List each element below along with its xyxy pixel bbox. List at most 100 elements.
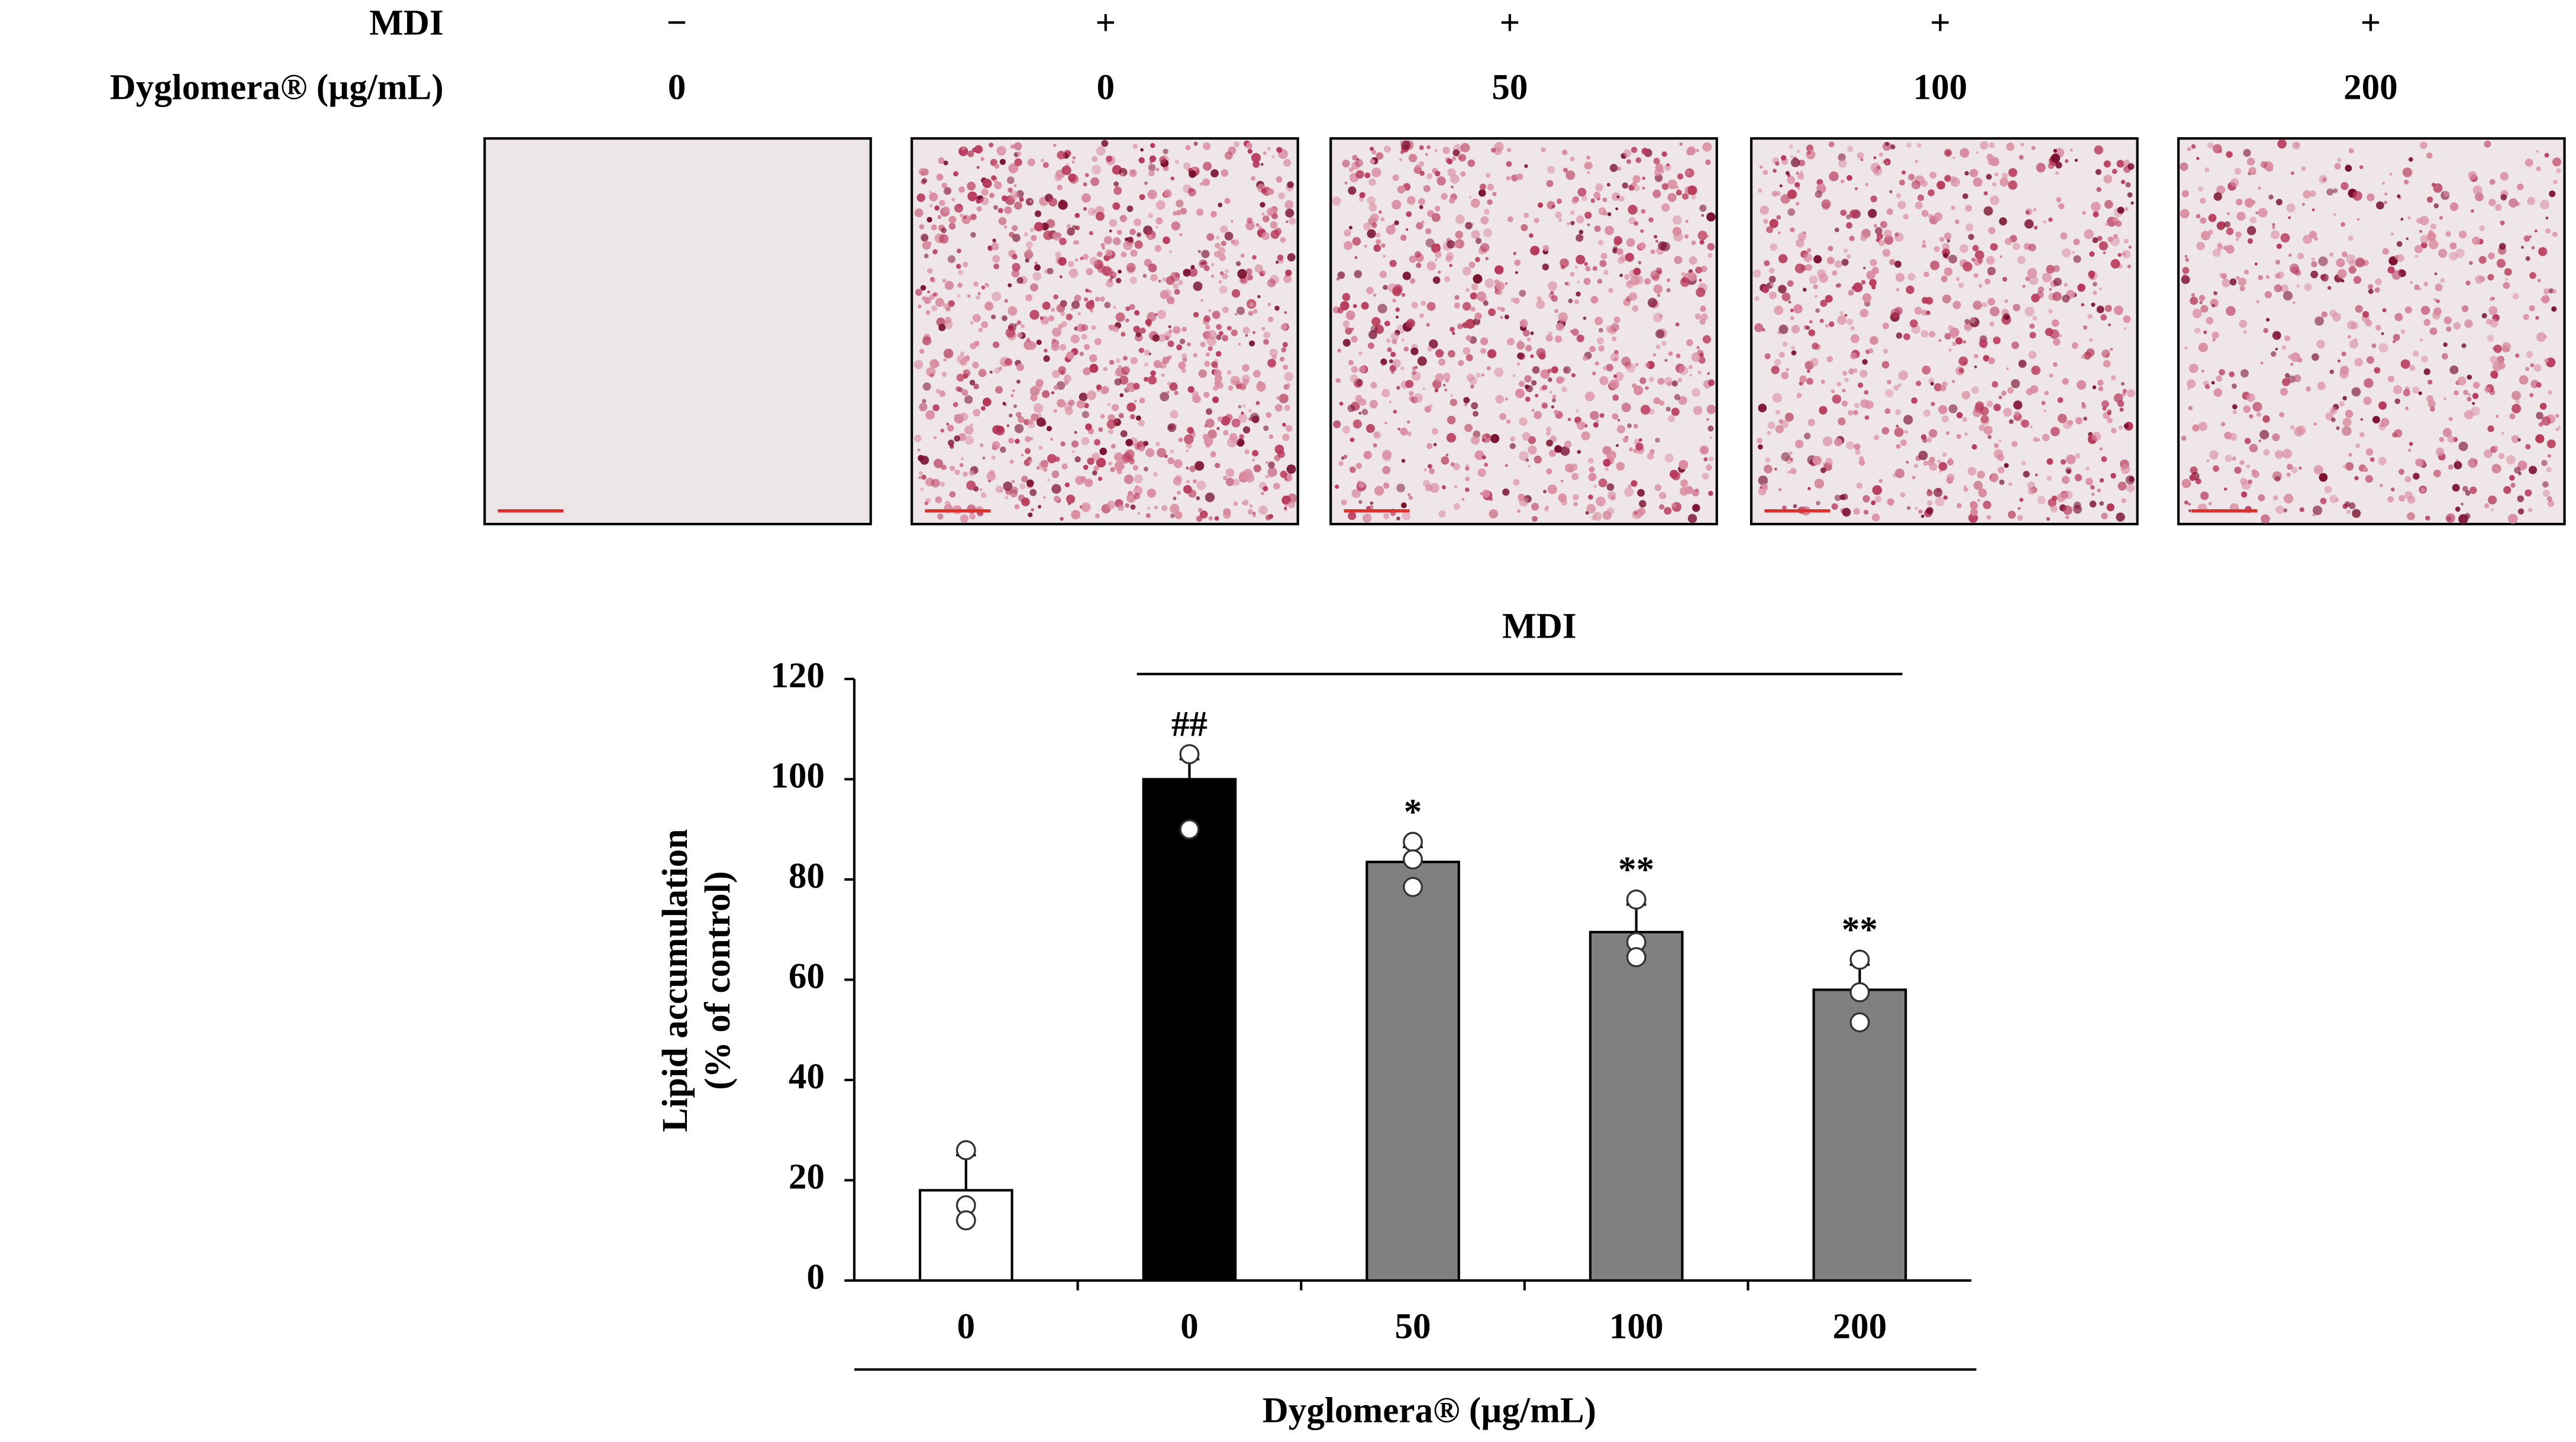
stain-dot [2314, 316, 2324, 326]
stain-dot [920, 284, 927, 291]
stain-dot [1158, 280, 1161, 283]
stain-dot [1267, 188, 1274, 195]
stain-dot [1638, 242, 1646, 250]
stain-dot [1247, 148, 1253, 154]
stain-dot [1067, 502, 1071, 505]
stain-dot [1846, 441, 1855, 450]
stain-dot [2375, 324, 2381, 331]
stain-dot [1453, 503, 1461, 510]
stain-dot [1621, 357, 1631, 367]
stain-dot [2230, 178, 2239, 187]
stain-dot [2390, 232, 2394, 236]
stain-dot [1169, 382, 1178, 391]
stain-dot [1406, 211, 1412, 217]
stain-dot [939, 234, 949, 244]
stain-dot [964, 435, 974, 445]
stain-dot [2378, 457, 2387, 465]
stain-dot [2254, 262, 2258, 266]
stain-dot [1057, 185, 1063, 190]
stain-dot [2393, 385, 2403, 395]
stain-dot [1531, 409, 1535, 412]
stain-dot [2023, 470, 2030, 478]
stain-dot [1219, 285, 1228, 294]
stain-dot [1471, 435, 1480, 445]
stain-dot [2387, 496, 2394, 503]
stain-dot [2312, 208, 2315, 212]
stain-dot [1638, 261, 1642, 264]
stain-dot [1554, 309, 1558, 313]
stain-dot [2448, 416, 2453, 421]
stain-dot [2013, 400, 2023, 410]
stain-dot [1095, 513, 1100, 519]
stain-dot [1775, 425, 1784, 434]
stain-dot [1652, 189, 1661, 198]
stain-dot [2533, 364, 2542, 372]
stain-dot [2412, 473, 2420, 480]
stain-dot [2074, 474, 2083, 481]
stain-dot [1644, 278, 1651, 285]
stain-dot [1915, 380, 1922, 386]
stain-dot [2081, 211, 2086, 215]
stain-dot [2348, 148, 2354, 154]
stain-dot [1193, 396, 1202, 403]
data-point [1626, 947, 1647, 968]
stain-dot [1989, 321, 1994, 327]
stain-dot [1361, 302, 1369, 310]
stain-dot [998, 208, 1003, 214]
stain-dot [1364, 172, 1371, 179]
stain-dot [1481, 455, 1486, 460]
stain-dot [1242, 404, 1246, 408]
stain-dot [1847, 174, 1852, 181]
stain-dot [1536, 296, 1542, 302]
stain-dot [1252, 458, 1255, 462]
stain-dot [1689, 365, 1693, 370]
stain-dot [2368, 289, 2374, 295]
stain-dot [1567, 418, 1571, 422]
stain-dot [1868, 348, 1874, 354]
stain-dot [1494, 367, 1504, 377]
stain-dot [1973, 480, 1983, 490]
stain-dot [1265, 515, 1271, 521]
stain-dot [1351, 327, 1354, 331]
stain-dot [980, 157, 984, 161]
stain-dot [2429, 239, 2439, 250]
stain-dot [1519, 451, 1529, 461]
stain-dot [2506, 283, 2510, 287]
stain-dot [1071, 510, 1081, 520]
stain-dot [922, 399, 927, 403]
stain-dot [943, 348, 954, 358]
stain-dot [1215, 351, 1222, 357]
stain-dot [1231, 418, 1241, 428]
stain-dot [1383, 284, 1388, 290]
stain-dot [1476, 373, 1481, 378]
stain-dot [2128, 245, 2132, 249]
stain-dot [1280, 324, 1287, 331]
stain-dot [1109, 219, 1117, 227]
stain-dot [1047, 478, 1050, 481]
stain-dot [1432, 276, 1441, 284]
stain-dot [1623, 487, 1634, 497]
stain-dot [2392, 340, 2396, 344]
stain-dot [1623, 149, 1632, 158]
stain-dot [1633, 423, 1638, 429]
stain-dot [1700, 266, 1707, 273]
stain-dot [1653, 284, 1663, 294]
stain-dot [1534, 410, 1542, 419]
stain-dot [1423, 185, 1431, 192]
stain-dot [1073, 240, 1078, 245]
stain-dot [1790, 458, 1793, 461]
stain-dot [2312, 513, 2316, 517]
stain-dot [1706, 418, 1709, 421]
stain-dot [1214, 516, 1219, 521]
stain-dot [1558, 218, 1563, 222]
stain-dot [2249, 444, 2258, 452]
stain-dot [1215, 463, 1221, 468]
stain-dot [992, 341, 1000, 348]
stain-dot [1560, 258, 1569, 268]
stain-dot [1221, 240, 1227, 247]
stain-dot [1163, 189, 1172, 198]
stain-dot [1047, 454, 1057, 464]
stain-dot [2277, 139, 2287, 149]
stain-dot [2099, 287, 2102, 290]
stain-dot [1864, 390, 1869, 395]
